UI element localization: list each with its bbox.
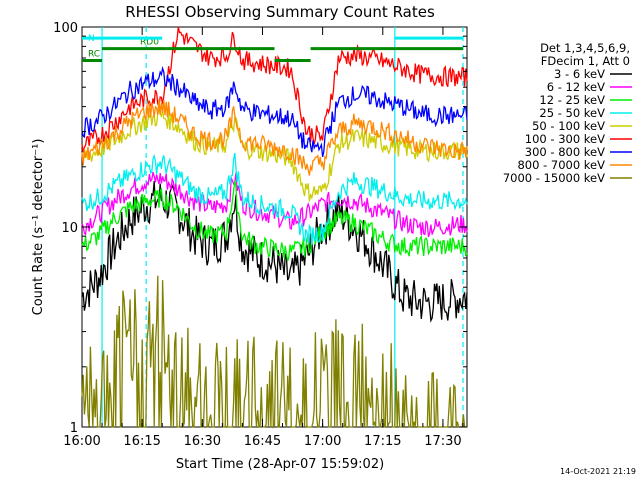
- x-tick-label-0: 16:00: [63, 434, 100, 449]
- x-tick-label-4: 17:00: [304, 434, 341, 449]
- x-axis-label: Start Time (28-Apr-07 15:59:02): [176, 457, 384, 472]
- flag-label-n: N: [88, 34, 95, 44]
- legend-label-4: 50 - 100 keV: [532, 119, 605, 133]
- legend-label-2: 12 - 25 keV: [539, 93, 605, 107]
- legend-label-8: 7000 - 15000 keV: [503, 171, 605, 185]
- legend-header-1: FDecim 1, Att 0: [541, 54, 630, 68]
- legend-label-1: 6 - 12 keV: [547, 80, 605, 94]
- series-line-4: [81, 107, 468, 202]
- x-tick-label-2: 16:30: [184, 434, 221, 449]
- legend-label-5: 100 - 300 keV: [525, 132, 605, 146]
- chart-title: RHESSI Observing Summary Count Rates: [125, 3, 435, 21]
- flag-label-rc: RC: [88, 49, 100, 59]
- flag-label-rd0: RD0: [140, 38, 159, 48]
- plot-area: RD0 RC N: [81, 26, 468, 429]
- footer-date: 14-Oct-2021 21:19: [560, 467, 636, 476]
- x-tick-label-1: 16:15: [123, 434, 160, 449]
- legend-label-7: 800 - 7000 keV: [517, 158, 605, 172]
- y-tick-label-1: 10: [61, 221, 78, 236]
- series-line-1: [81, 171, 468, 238]
- series-line-3: [81, 152, 468, 245]
- legend-label-3: 25 - 50 keV: [539, 106, 605, 120]
- x-tick-label-5: 17:15: [364, 434, 401, 449]
- legend-label-0: 3 - 6 keV: [554, 67, 605, 81]
- series-line-6: [81, 65, 468, 157]
- legend-header-0: Det 1,3,4,5,6,9,: [540, 41, 630, 55]
- y-axis-label: Count Rate (s⁻¹ detector⁻¹): [31, 139, 46, 316]
- legend-label-6: 300 - 800 keV: [525, 145, 605, 159]
- y-axis: 1 10 100: [53, 21, 467, 436]
- series-line-0: [81, 180, 468, 323]
- series-line-8: [81, 275, 467, 429]
- legend: Det 1,3,4,5,6,9,FDecim 1, Att 03 - 6 keV…: [503, 41, 632, 185]
- y-tick-label-0: 1: [70, 421, 78, 436]
- series-line-5: [81, 26, 468, 152]
- x-tick-label-6: 17:30: [424, 434, 461, 449]
- series-line-2: [81, 180, 468, 262]
- x-axis: 16:00 16:15 16:30 16:45 17:00 17:15 17:30: [63, 27, 464, 449]
- series-line-7: [81, 99, 468, 176]
- x-tick-label-3: 16:45: [244, 434, 281, 449]
- y-tick-label-2: 100: [53, 21, 78, 36]
